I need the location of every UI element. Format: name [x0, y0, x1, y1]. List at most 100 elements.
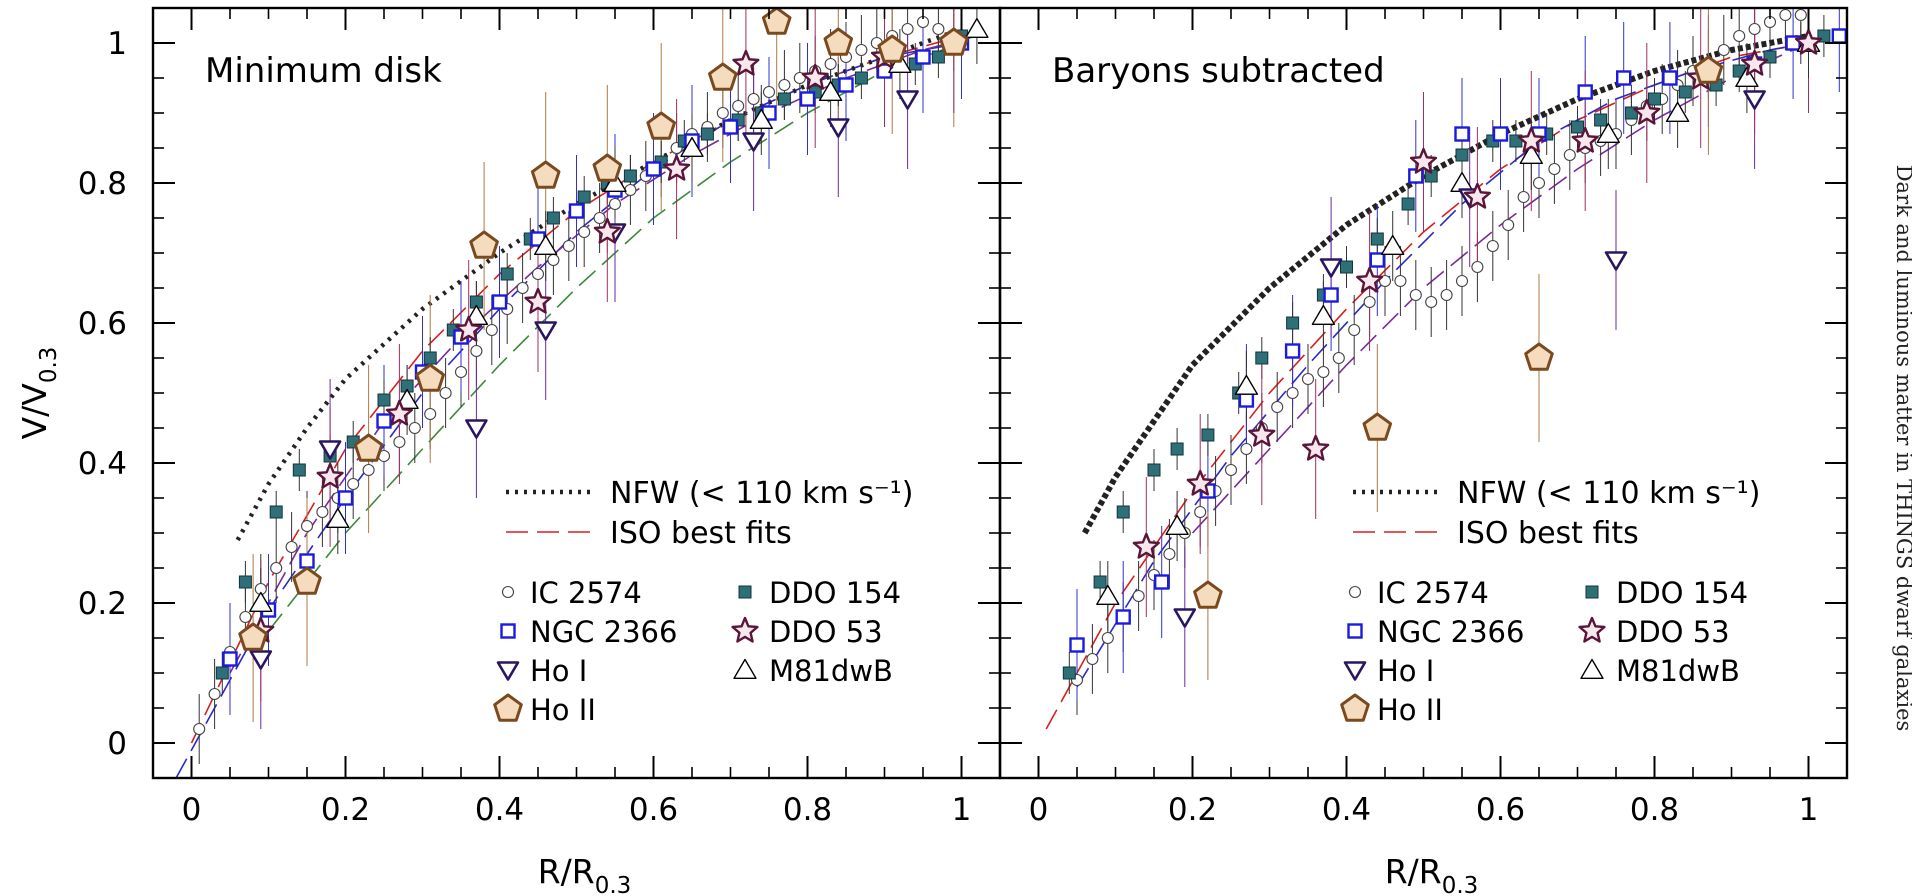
point-ngc-2366	[1153, 574, 1170, 590]
legend-marker-ddo-154	[738, 585, 752, 599]
legend-nfw-label: NFW (< 110 km s⁻¹)	[1457, 476, 1760, 511]
point-ho-ii	[238, 622, 268, 651]
point-ho-ii	[1193, 580, 1223, 609]
point-ngc-2366	[645, 161, 662, 177]
legend-label-m81dwb: M81dwB	[769, 654, 893, 688]
point-ngc-2366	[1238, 392, 1255, 408]
point-ic-2574	[1794, 8, 1807, 22]
legend-label-ic-2574: IC 2574	[530, 576, 642, 610]
point-ngc-2366	[799, 91, 816, 107]
point-ic-2574	[778, 78, 791, 92]
x-axis-label: R/R0.3	[538, 852, 632, 896]
point-ddo-154	[854, 71, 868, 85]
point-ic-2574	[732, 99, 745, 113]
panel-minimum-disk: 0 0.2 0.4 0.6 0.8 1 0 0.2 0.4 0.6 0.8 1 Minimum disk…	[78, 6, 1002, 896]
legend-label-ho-ii: Ho II	[530, 693, 596, 727]
panel-title: Baryons subtracted	[1052, 51, 1385, 91]
point-ic-2574	[516, 281, 529, 295]
point-ddo-53	[524, 287, 552, 314]
y-tick-label: 0.8	[78, 166, 127, 202]
point-ngc-2366	[376, 413, 392, 429]
point-ngc-2366	[568, 203, 585, 219]
x-tick-label: 0.6	[629, 792, 678, 828]
point-m81dwb	[1234, 374, 1259, 395]
point-ic-2574	[1502, 218, 1515, 232]
point-ddo-154	[1678, 85, 1692, 99]
point-ddo-154	[1062, 666, 1076, 680]
point-ic-2574	[1301, 372, 1315, 386]
legend-marker-ic-2574	[1348, 585, 1362, 599]
point-ho-ii	[1362, 412, 1393, 441]
point-ddo-154	[777, 92, 791, 106]
point-ho-ii	[708, 62, 738, 91]
legend-marker-ho-ii	[1340, 693, 1370, 722]
point-ic-2574	[1348, 323, 1361, 337]
x-tick-label: 1	[952, 792, 972, 828]
legend-marker-ho-ii	[493, 693, 523, 722]
point-ddo-53	[1248, 420, 1276, 447]
x-tick-label: 0.6	[1476, 792, 1525, 828]
point-ddo-154	[700, 127, 714, 141]
legend-label-m81dwb: M81dwB	[1616, 654, 1740, 688]
point-m81dwb	[965, 17, 989, 38]
point-ho-ii	[592, 153, 623, 182]
point-ho-i	[1319, 258, 1343, 278]
point-ic-2574	[1563, 148, 1576, 162]
point-ddo-154	[238, 575, 252, 589]
legend-label-ngc-2366: NGC 2366	[530, 615, 677, 649]
legend-label-ddo-154: DDO 154	[769, 576, 901, 610]
legend-iso-label: ISO best fits	[610, 516, 792, 551]
point-ngc-2366	[722, 119, 739, 135]
point-ic-2574	[1548, 162, 1561, 176]
point-ic-2574	[1425, 295, 1438, 309]
point-ho-i	[896, 90, 919, 110]
y-axis-label: V/V0.3	[15, 347, 62, 440]
point-m81dwb	[1665, 101, 1690, 123]
point-ic-2574	[424, 407, 437, 421]
point-ic-2574	[285, 540, 298, 554]
iso-fit-curve	[1191, 42, 1809, 534]
point-ic-2574	[1394, 274, 1407, 288]
point-ic-2574	[316, 505, 329, 519]
point-ddo-53	[1409, 147, 1438, 174]
point-m81dwb	[1311, 304, 1336, 325]
point-ic-2574	[1717, 43, 1730, 57]
point-ngc-2366	[1284, 343, 1301, 359]
legend-marker-ngc-2366	[1347, 623, 1363, 639]
point-ngc-2366	[337, 490, 354, 506]
point-ddo-154	[546, 211, 560, 225]
point-ho-i	[1173, 608, 1197, 628]
legend-marker-ddo-154	[1585, 585, 1599, 599]
x-tick-label: 0.2	[1168, 792, 1217, 828]
point-ic-2574	[454, 365, 468, 379]
point-m81dwb	[818, 80, 843, 102]
point-ic-2574	[1101, 631, 1114, 645]
point-ddo-154	[292, 463, 306, 477]
point-ho-ii	[353, 433, 384, 462]
point-ho-ii	[292, 566, 322, 595]
point-ic-2574	[1332, 351, 1345, 365]
point-ic-2574	[824, 57, 837, 71]
point-ic-2574	[1240, 442, 1253, 456]
point-ddo-53	[1794, 28, 1823, 55]
legend-label-ddo-154: DDO 154	[1616, 576, 1748, 610]
point-ddo-154	[931, 50, 945, 64]
point-m81dwb	[749, 108, 773, 130]
point-ho-ii	[761, 8, 792, 35]
point-ddo-154	[1116, 505, 1130, 519]
point-ddo-154	[577, 190, 591, 204]
plot-area	[175, 8, 989, 778]
point-ddo-154	[1648, 92, 1661, 106]
point-ic-2574	[1486, 239, 1499, 253]
legend-label-ngc-2366: NGC 2366	[1377, 615, 1524, 649]
point-ddo-53	[1463, 182, 1492, 209]
point-ic-2574	[1532, 176, 1546, 190]
point-ic-2574	[624, 183, 637, 197]
point-ngc-2366	[1323, 287, 1339, 303]
point-m81dwb	[249, 591, 273, 612]
panel-baryons-subtracted: 0 0.2 0.4 0.6 0.8 1 Baryons subtracted R/R0.3 NF…	[998, 6, 1849, 896]
point-ddo-154	[1147, 463, 1161, 477]
legend-marker-ngc-2366	[500, 623, 516, 639]
point-m81dwb	[603, 171, 627, 193]
